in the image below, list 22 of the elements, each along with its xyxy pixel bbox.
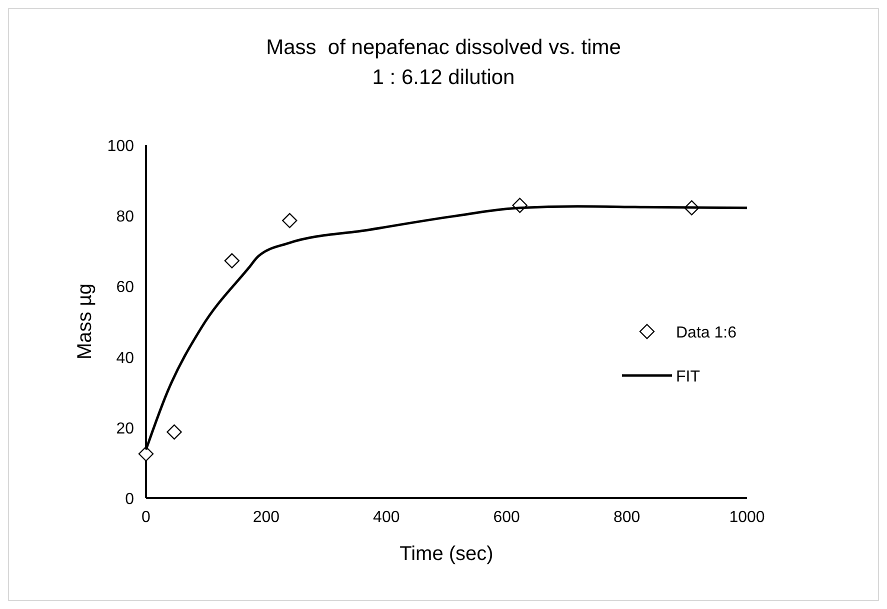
point	[282, 212, 298, 228]
x-tick-label: 0	[142, 509, 151, 526]
chart-subtitle: 1 : 6.12 dilution	[372, 66, 515, 89]
x-tick-label: 1000	[729, 509, 765, 526]
chart-title: Mass of nepafenac dissolved vs. time	[266, 36, 621, 59]
legend-label: FIT	[676, 368, 700, 386]
x-tick-label: 400	[373, 509, 400, 526]
x-tick-label: 600	[493, 509, 520, 526]
legend-label: Data 1:6	[676, 324, 737, 342]
x-axis-title: Time (sec)	[400, 543, 494, 565]
y-tick-label: 0	[125, 491, 134, 508]
point	[166, 424, 182, 440]
y-tick-label: 20	[116, 420, 134, 438]
point	[138, 446, 154, 462]
y-tick-label: 80	[116, 208, 134, 226]
x-tick-label: 800	[613, 509, 640, 526]
y-axis-title: Mass µg	[74, 284, 96, 360]
y-tick-label: 60	[116, 279, 134, 296]
y-tick-label: 40	[116, 350, 134, 367]
point	[224, 253, 240, 268]
x-tick-label: 200	[252, 509, 280, 526]
y-tick-label: 100	[107, 138, 134, 155]
